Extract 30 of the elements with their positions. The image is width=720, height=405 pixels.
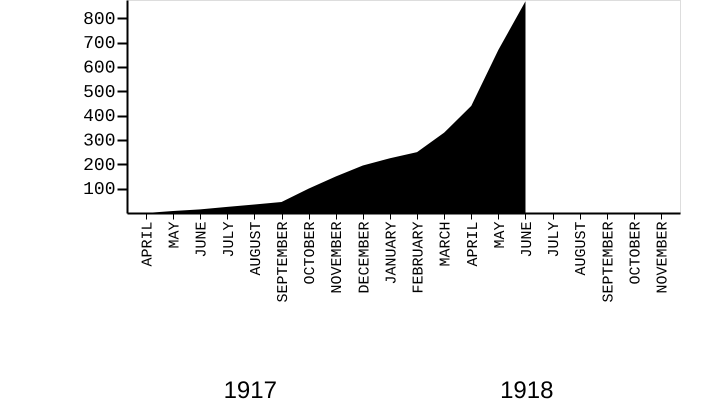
x-tick-label: DECEMBER: [356, 222, 374, 294]
x-tick-label: JUNE: [518, 222, 536, 258]
y-tick-label: 500: [83, 82, 116, 103]
x-tick-label: SEPTEMBER: [275, 222, 292, 303]
x-tick-label: AUGUST: [248, 222, 265, 276]
x-tick-label: APRIL: [464, 222, 482, 267]
x-tick-label: FEBRUARY: [410, 222, 428, 294]
x-tick-label: MARCH: [438, 222, 455, 267]
y-tick-label: 600: [83, 58, 116, 78]
x-tick-label: SEPTEMBER: [600, 222, 618, 303]
x-tick-label: OCTOBER: [627, 222, 644, 285]
y-tick-label: 800: [83, 10, 116, 30]
x-tick-label: OCTOBER: [302, 222, 320, 285]
x-tick-label: APRIL: [139, 222, 156, 267]
y-tick-label: 100: [83, 180, 116, 200]
text: 1917: [224, 377, 277, 404]
y-tick-label: 200: [83, 156, 116, 176]
x-tick-label: JULY: [220, 222, 238, 258]
x-tick-label: JULY: [546, 222, 564, 258]
y-tick-label: 300: [83, 131, 116, 152]
y-tick-label: 700: [83, 34, 116, 54]
x-tick-label: MAY: [492, 222, 509, 249]
x-tick-label: JANUARY: [383, 222, 400, 285]
x-tick-label: NOVEMBER: [329, 222, 346, 294]
x-tick-label: NOVEMBER: [654, 222, 672, 294]
text: 1918: [500, 377, 554, 404]
x-tick-label: JUNE: [194, 222, 211, 258]
x-tick-label: AUGUST: [573, 222, 590, 276]
y-tick-label: 400: [83, 107, 116, 128]
x-tick-label: MAY: [166, 222, 184, 249]
